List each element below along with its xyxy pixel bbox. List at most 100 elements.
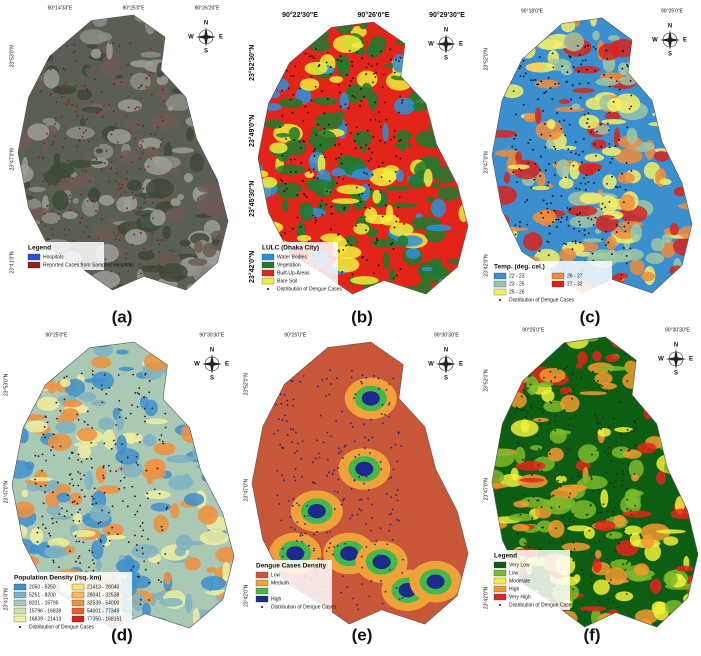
land-patch (492, 213, 510, 227)
land-patch (678, 446, 697, 455)
case-point (375, 540, 378, 543)
case-point (55, 401, 58, 404)
case-point (162, 442, 165, 445)
case-point (90, 441, 93, 444)
case-point (550, 507, 553, 509)
case-point (590, 131, 593, 133)
case-point (112, 196, 115, 199)
legend-swatch (493, 593, 507, 601)
case-point (329, 369, 331, 372)
case-point (166, 506, 168, 509)
case-point (325, 203, 328, 206)
case-point (111, 505, 114, 508)
case-point (115, 123, 118, 126)
case-point (120, 409, 123, 411)
case-point (353, 139, 356, 142)
land-patch (213, 384, 234, 399)
land-patch (143, 352, 170, 371)
case-point (554, 376, 556, 379)
case-point (156, 126, 159, 129)
case-point (41, 453, 44, 456)
land-patch (542, 499, 555, 506)
case-point (625, 562, 628, 565)
land-patch (584, 337, 600, 342)
case-point (599, 511, 602, 514)
case-point (604, 206, 606, 209)
case-point (609, 161, 612, 164)
case-point (312, 461, 314, 464)
case-point (401, 571, 404, 574)
land-patch (448, 285, 457, 294)
case-point (395, 494, 398, 496)
land-patch (150, 121, 158, 131)
land-patch (194, 240, 203, 253)
land-patch (644, 18, 653, 31)
case-point (390, 243, 393, 246)
land-patch (515, 460, 546, 471)
case-point (107, 532, 110, 534)
case-point (76, 413, 79, 416)
land-patch (106, 41, 113, 61)
land-patch (276, 164, 306, 175)
case-point (97, 522, 100, 525)
case-point (138, 221, 141, 224)
case-point (393, 136, 396, 139)
case-point (101, 388, 103, 391)
land-patch (559, 248, 577, 262)
land-patch (213, 367, 228, 382)
land-patch (131, 543, 159, 559)
case-point (360, 555, 363, 558)
land-patch (523, 232, 543, 251)
case-point (568, 496, 570, 499)
land-patch (560, 394, 580, 413)
land-patch (314, 189, 332, 198)
case-point (612, 100, 615, 103)
land-patch (270, 27, 282, 42)
case-point (578, 230, 581, 233)
case-point (358, 194, 361, 196)
land-patch (153, 514, 169, 534)
case-point (630, 105, 633, 108)
case-point (537, 464, 540, 467)
case-point (389, 58, 392, 61)
case-point (115, 259, 118, 262)
case-point (141, 547, 144, 550)
land-patch (205, 73, 213, 92)
land-patch (79, 29, 107, 45)
case-point (512, 90, 515, 93)
case-point (594, 216, 597, 219)
case-point (44, 436, 46, 439)
case-point (607, 453, 609, 456)
case-point (93, 487, 96, 490)
case-point (338, 233, 341, 235)
case-point (580, 551, 583, 553)
land-patch (600, 489, 609, 508)
case-point (292, 498, 295, 500)
case-point (301, 534, 304, 537)
density-zone (307, 504, 326, 519)
case-point (114, 180, 117, 182)
case-point (348, 49, 351, 52)
case-point (143, 560, 146, 563)
land-patch (199, 414, 214, 424)
case-point (616, 390, 619, 393)
case-point (322, 441, 325, 444)
case-point (286, 399, 289, 402)
case-point (367, 63, 370, 65)
case-point (363, 171, 365, 174)
case-point (354, 147, 357, 150)
land-patch (503, 352, 531, 372)
note-dot (267, 288, 269, 290)
land-patch (185, 593, 193, 614)
case-point (557, 218, 560, 221)
case-point (400, 139, 402, 142)
lat-label: 23°47'0"N (483, 151, 489, 174)
case-point (592, 45, 595, 48)
case-point (585, 174, 588, 177)
case-point (333, 546, 336, 548)
land-patch (668, 79, 681, 97)
case-point (369, 118, 372, 121)
case-point (112, 144, 115, 146)
land-patch (211, 54, 228, 61)
case-point (100, 52, 103, 55)
